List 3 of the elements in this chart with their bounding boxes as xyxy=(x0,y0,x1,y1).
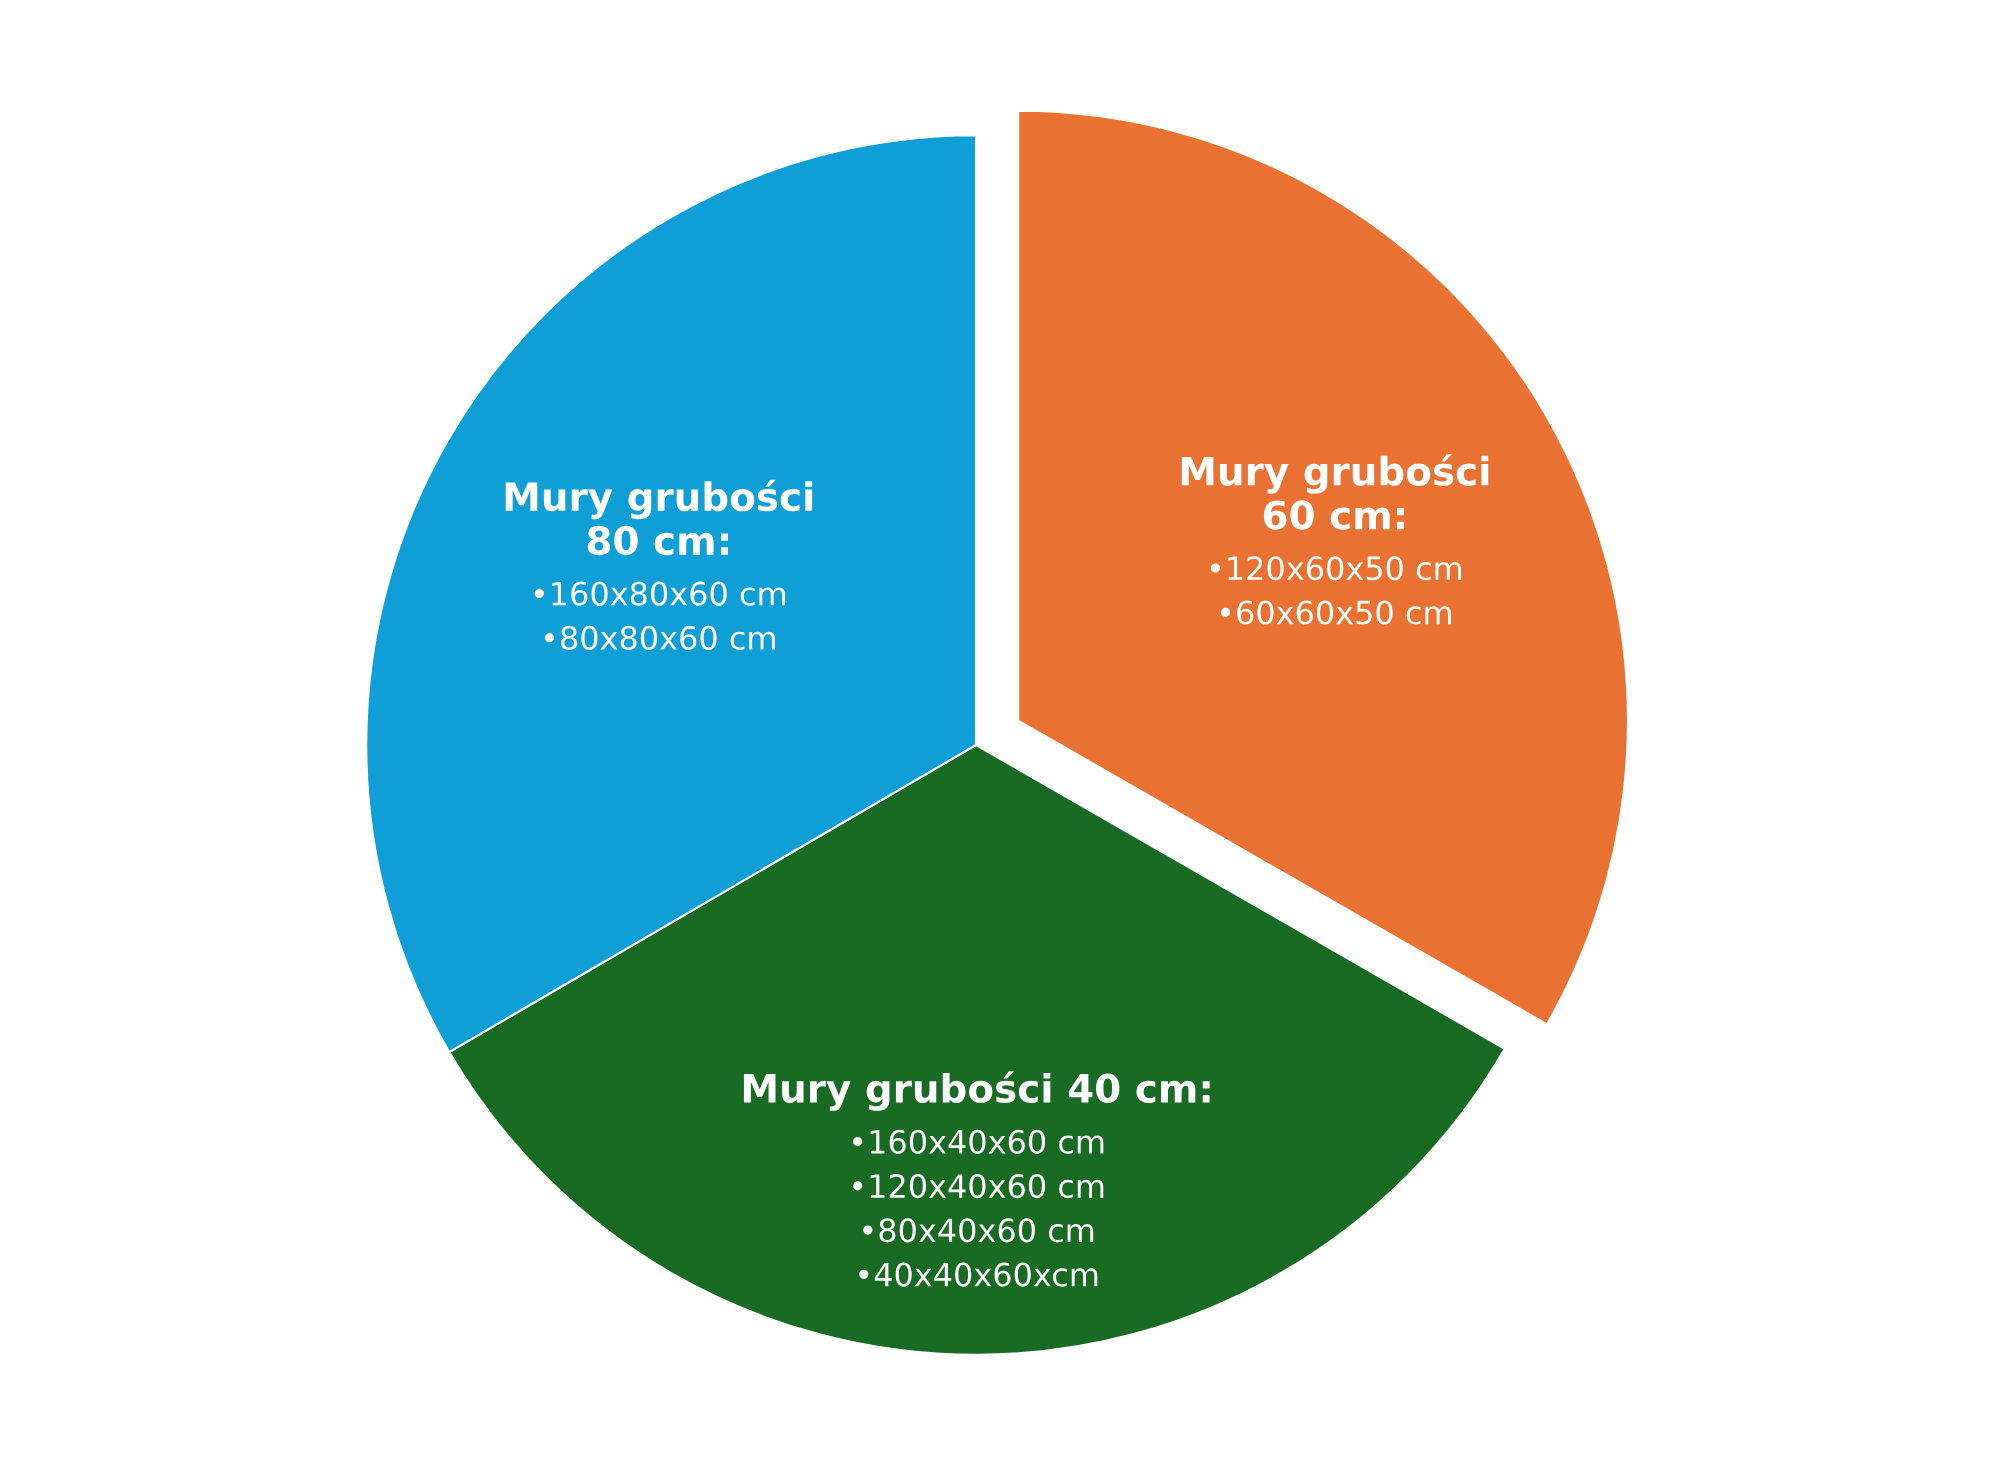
slice-label: Mury grubości 80 cm: •160x80x60 cm •80x80x60 cm xyxy=(505,479,813,651)
slice-label: Mury grubości 60 cm: •120x60x50 cm •60x60x50 cm xyxy=(1181,454,1489,625)
slice-label: Mury grubości 40 cm: •160x40x60 cm •120x40x60 cm •80x40x60 cm •40x40x60xcm xyxy=(743,1071,1210,1287)
